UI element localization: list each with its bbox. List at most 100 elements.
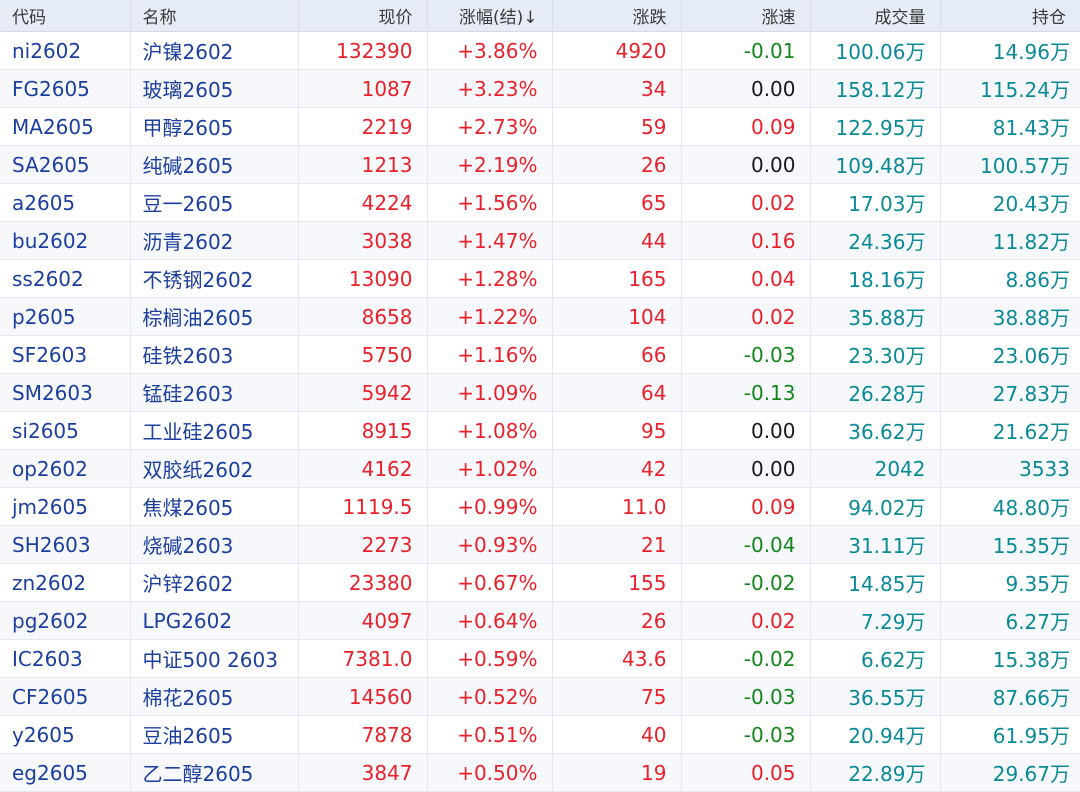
cell-change: 34: [552, 69, 682, 108]
table-row[interactable]: SF2603 硅铁2603 5750 +1.16% 66 -0.03 23.30万 23.06…: [0, 335, 1080, 374]
cell-code[interactable]: CF2605: [0, 677, 131, 716]
cell-change-pct: +0.67%: [427, 563, 553, 602]
cell-name[interactable]: 锰硅2603: [130, 373, 299, 412]
cell-change: 59: [552, 107, 682, 146]
cell-name[interactable]: 玻璃2605: [130, 69, 299, 108]
table-row[interactable]: FG2605 玻璃2605 1087 +3.23% 34 0.00 158.12万 115.2…: [0, 69, 1080, 108]
cell-code[interactable]: jm2605: [0, 487, 131, 526]
table-row[interactable]: bu2602 沥青2602 3038 +1.47% 44 0.16 24.36万 11.82万: [0, 221, 1080, 260]
column-header-name[interactable]: 名称: [130, 0, 299, 32]
cell-name[interactable]: 棕榈油2605: [130, 297, 299, 336]
cell-code[interactable]: SH2603: [0, 525, 131, 564]
cell-code[interactable]: FG2605: [0, 69, 131, 108]
column-header-code[interactable]: 代码: [0, 0, 131, 32]
table-row[interactable]: ni2602 沪镍2602 132390 +3.86% 4920 -0.01 100.06万…: [0, 31, 1080, 70]
cell-name[interactable]: 双胶纸2602: [130, 449, 299, 488]
cell-code[interactable]: ni2602: [0, 31, 131, 70]
cell-name[interactable]: 纯碱2605: [130, 145, 299, 184]
table-row[interactable]: SA2605 纯碱2605 1213 +2.19% 26 0.00 109.48万 100.5…: [0, 145, 1080, 184]
column-header-open-interest[interactable]: 持仓: [940, 0, 1080, 32]
table-row[interactable]: zn2602 沪锌2602 23380 +0.67% 155 -0.02 14.85万 9.3…: [0, 563, 1080, 602]
cell-code[interactable]: SM2603: [0, 373, 131, 412]
column-header-volume[interactable]: 成交量: [810, 0, 941, 32]
cell-speed: -0.03: [681, 677, 811, 716]
cell-price: 1087: [298, 69, 428, 108]
cell-change-pct: +0.52%: [427, 677, 553, 716]
table-row[interactable]: MA2605 甲醇2605 2219 +2.73% 59 0.09 122.95万 81.43…: [0, 107, 1080, 146]
cell-change: 66: [552, 335, 682, 374]
column-header-speed[interactable]: 涨速: [681, 0, 811, 32]
column-header-price[interactable]: 现价: [298, 0, 428, 32]
table-row[interactable]: a2605 豆一2605 4224 +1.56% 65 0.02 17.03万 20.43万: [0, 183, 1080, 222]
cell-speed: 0.09: [681, 487, 811, 526]
cell-volume: 109.48万: [810, 145, 941, 184]
cell-name[interactable]: 中证500 2603: [130, 639, 299, 678]
cell-volume: 36.55万: [810, 677, 941, 716]
cell-speed: 0.00: [681, 145, 811, 184]
cell-change-pct: +2.19%: [427, 145, 553, 184]
cell-change: 165: [552, 259, 682, 298]
cell-name[interactable]: 沪镍2602: [130, 31, 299, 70]
table-row[interactable]: SH2603 烧碱2603 2273 +0.93% 21 -0.04 31.11万 15.35…: [0, 525, 1080, 564]
table-row[interactable]: ss2602 不锈钢2602 13090 +1.28% 165 0.04 18.16万 8.8…: [0, 259, 1080, 298]
table-row[interactable]: CF2605 棉花2605 14560 +0.52% 75 -0.03 36.55万 87.6…: [0, 677, 1080, 716]
cell-code[interactable]: y2605: [0, 715, 131, 754]
cell-code[interactable]: MA2605: [0, 107, 131, 146]
cell-name[interactable]: 硅铁2603: [130, 335, 299, 374]
cell-change-pct: +0.51%: [427, 715, 553, 754]
table-row[interactable]: si2605 工业硅2605 8915 +1.08% 95 0.00 36.62万 21.62…: [0, 411, 1080, 450]
table-row[interactable]: IC2603 中证500 2603 7381.0 +0.59% 43.6 -0.02 6.6…: [0, 639, 1080, 678]
cell-name[interactable]: 豆一2605: [130, 183, 299, 222]
table-row[interactable]: eg2605 乙二醇2605 3847 +0.50% 19 0.05 22.89万 29.67…: [0, 753, 1080, 792]
cell-code[interactable]: op2602: [0, 449, 131, 488]
table-row[interactable]: op2602 双胶纸2602 4162 +1.02% 42 0.00 2042 3533: [0, 449, 1080, 488]
cell-code[interactable]: zn2602: [0, 563, 131, 602]
cell-price: 23380: [298, 563, 428, 602]
cell-volume: 17.03万: [810, 183, 941, 222]
cell-speed: 0.00: [681, 449, 811, 488]
cell-change: 43.6: [552, 639, 682, 678]
cell-name[interactable]: 焦煤2605: [130, 487, 299, 526]
cell-speed: -0.02: [681, 639, 811, 678]
cell-speed: 0.02: [681, 297, 811, 336]
cell-name[interactable]: 豆油2605: [130, 715, 299, 754]
cell-code[interactable]: a2605: [0, 183, 131, 222]
cell-name[interactable]: 烧碱2603: [130, 525, 299, 564]
cell-code[interactable]: eg2605: [0, 753, 131, 792]
cell-code[interactable]: SF2603: [0, 335, 131, 374]
cell-change-pct: +0.64%: [427, 601, 553, 640]
cell-speed: -0.03: [681, 335, 811, 374]
cell-code[interactable]: si2605: [0, 411, 131, 450]
cell-name[interactable]: 工业硅2605: [130, 411, 299, 450]
cell-open-interest: 81.43万: [940, 107, 1080, 146]
cell-open-interest: 8.86万: [940, 259, 1080, 298]
cell-price: 4162: [298, 449, 428, 488]
table-row[interactable]: jm2605 焦煤2605 1119.5 +0.99% 11.0 0.09 94.02万 48…: [0, 487, 1080, 526]
cell-name[interactable]: 沥青2602: [130, 221, 299, 260]
cell-change-pct: +0.50%: [427, 753, 553, 792]
table-row[interactable]: y2605 豆油2605 7878 +0.51% 40 -0.03 20.94万 61.95万: [0, 715, 1080, 754]
cell-volume: 24.36万: [810, 221, 941, 260]
table-row[interactable]: pg2602 LPG2602 4097 +0.64% 26 0.02 7.29万 6.27万: [0, 601, 1080, 640]
cell-code[interactable]: IC2603: [0, 639, 131, 678]
column-header-change[interactable]: 涨跌: [552, 0, 682, 32]
cell-name[interactable]: LPG2602: [130, 601, 299, 640]
cell-code[interactable]: p2605: [0, 297, 131, 336]
table-row[interactable]: p2605 棕榈油2605 8658 +1.22% 104 0.02 35.88万 38.88…: [0, 297, 1080, 336]
cell-code[interactable]: ss2602: [0, 259, 131, 298]
cell-change-pct: +1.47%: [427, 221, 553, 260]
cell-name[interactable]: 沪锌2602: [130, 563, 299, 602]
cell-name[interactable]: 不锈钢2602: [130, 259, 299, 298]
cell-price: 8915: [298, 411, 428, 450]
cell-name[interactable]: 棉花2605: [130, 677, 299, 716]
cell-speed: 0.00: [681, 69, 811, 108]
table-row[interactable]: SM2603 锰硅2603 5942 +1.09% 64 -0.13 26.28万 27.83…: [0, 373, 1080, 412]
cell-code[interactable]: pg2602: [0, 601, 131, 640]
cell-name[interactable]: 乙二醇2605: [130, 753, 299, 792]
cell-volume: 2042: [810, 449, 941, 488]
cell-name[interactable]: 甲醇2605: [130, 107, 299, 146]
cell-code[interactable]: SA2605: [0, 145, 131, 184]
cell-change-pct: +1.08%: [427, 411, 553, 450]
cell-code[interactable]: bu2602: [0, 221, 131, 260]
column-header-change-pct-sorted[interactable]: 涨幅(结)↓: [427, 0, 553, 32]
